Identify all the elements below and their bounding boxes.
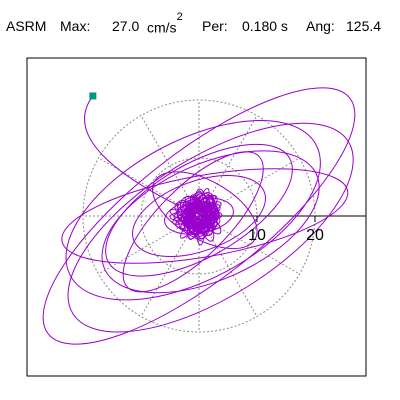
grid-spoke — [198, 115, 258, 217]
orbit-core-loop — [180, 195, 216, 239]
start-marker — [89, 92, 97, 100]
grid-spoke — [140, 215, 200, 317]
orbit-ellipse — [132, 175, 266, 257]
orbit-start-arc — [84, 95, 180, 207]
orbit-core-loop — [176, 204, 218, 232]
orbit-core-loop — [187, 205, 217, 223]
radial-tick-label: 20 — [306, 227, 324, 244]
angle-value: 125.4 — [346, 18, 382, 34]
orbit-ellipse — [105, 143, 293, 277]
grid-spoke — [198, 157, 300, 217]
plot-frame — [26, 57, 367, 377]
component-label: ASRM — [6, 18, 47, 34]
grid-spoke — [140, 115, 200, 217]
start-marker-group — [89, 92, 97, 100]
orbit-ellipse — [101, 150, 320, 294]
radial-tick-label: 10 — [248, 227, 266, 244]
max-label: Max: — [60, 18, 91, 34]
orbit-ellipse — [42, 87, 356, 345]
radial-tick-labels: 10 20 — [248, 227, 324, 244]
orbit-ellipse — [152, 171, 258, 250]
angle-label: Ang: — [306, 18, 335, 34]
polar-axes — [199, 215, 366, 222]
period-value: 0.180 s — [242, 18, 288, 34]
grid-spoke — [98, 215, 200, 275]
max-value: 27.0 — [112, 18, 140, 34]
max-unit-exponent: 2 — [176, 11, 183, 23]
grid-spoke — [198, 215, 258, 317]
orbit-trace — [42, 87, 356, 345]
orbit-ellipse — [67, 122, 354, 333]
orbit-ellipse — [65, 119, 321, 301]
period-label: Per: — [202, 18, 228, 34]
max-unit-text: cm/s — [147, 19, 177, 36]
max-unit: cm/s2 — [147, 11, 183, 36]
